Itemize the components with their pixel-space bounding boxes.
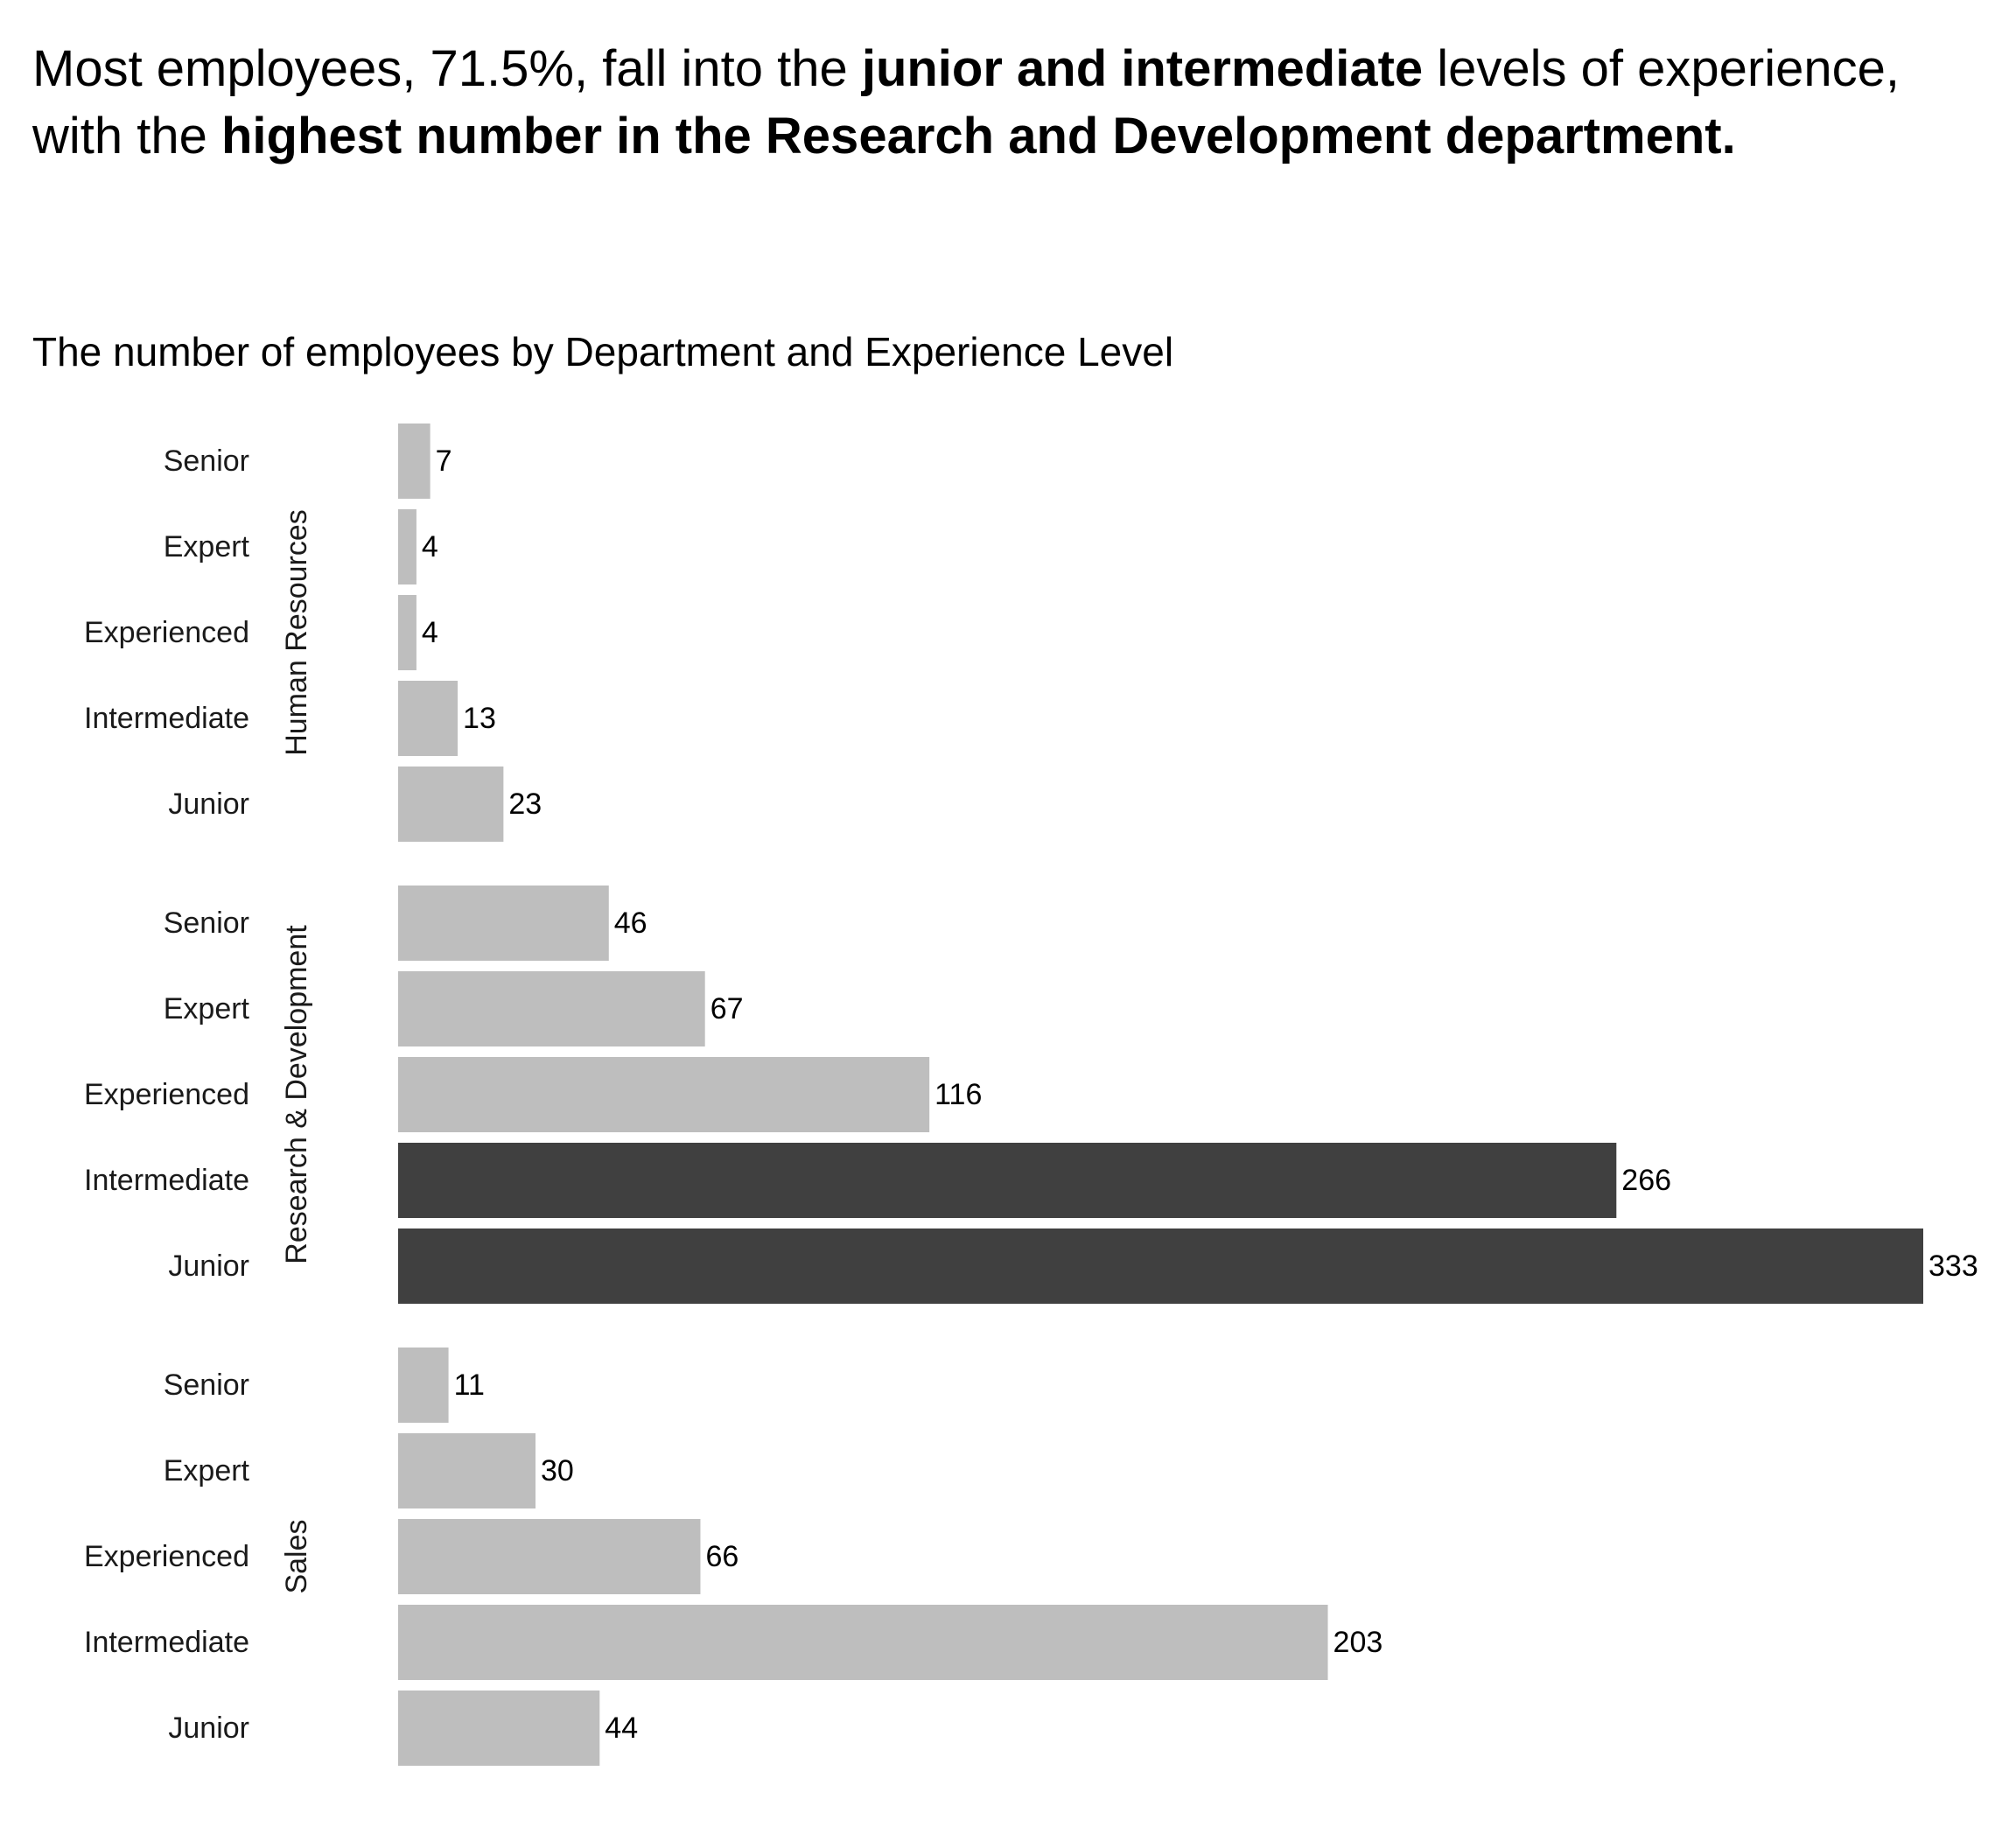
data-label: 7: [436, 444, 452, 478]
bar: [398, 1228, 1923, 1304]
data-label: 44: [605, 1712, 638, 1745]
category-tick-label: Intermediate: [84, 1626, 249, 1659]
category-tick-label: Junior: [168, 1712, 249, 1745]
category-tick-label: Senior: [164, 1368, 249, 1402]
bar: [398, 681, 458, 756]
headline-text-2: levels of experience, with the: [32, 40, 1900, 164]
bar: [398, 1348, 449, 1423]
headline-bold-1: junior and intermediate: [861, 40, 1424, 97]
data-label: 203: [1334, 1626, 1383, 1659]
department-label: Sales: [280, 1519, 313, 1593]
chart-headline: Most employees, 71.5%, fall into the jun…: [32, 35, 1975, 170]
bar: [398, 1519, 701, 1594]
category-tick-label: Experienced: [84, 1540, 249, 1573]
category-tick-label: Junior: [168, 1250, 249, 1283]
data-label: 30: [541, 1454, 574, 1488]
category-tick-label: Expert: [164, 530, 250, 564]
bar: [398, 766, 504, 842]
data-label: 4: [422, 530, 438, 564]
bar: [398, 1143, 1617, 1218]
category-tick-label: Intermediate: [84, 1164, 249, 1197]
department-label: Human Resources: [280, 509, 313, 756]
data-label: 46: [614, 906, 648, 940]
bar: [398, 595, 416, 670]
bar: [398, 1605, 1328, 1680]
bar: [398, 1690, 600, 1766]
data-label: 11: [454, 1368, 485, 1402]
category-tick-label: Senior: [164, 906, 249, 940]
category-tick-label: Experienced: [84, 616, 249, 649]
headline-bold-2: highest number in the Research and Devel…: [221, 108, 1736, 164]
category-tick-label: Intermediate: [84, 702, 249, 735]
headline-text-1: Most employees, 71.5%, fall into the: [32, 40, 862, 97]
category-tick-label: Experienced: [84, 1078, 249, 1111]
data-label: 13: [463, 702, 496, 735]
bar: [398, 424, 430, 499]
data-label: 67: [710, 992, 744, 1026]
bar: [398, 1057, 930, 1132]
data-label: 116: [934, 1078, 982, 1111]
bar: [398, 509, 416, 584]
bar: [398, 1433, 536, 1508]
bar: [398, 971, 705, 1046]
data-label: 4: [422, 616, 438, 649]
category-tick-label: Expert: [164, 1454, 250, 1488]
category-tick-label: Junior: [168, 788, 249, 821]
data-label: 66: [705, 1540, 738, 1573]
data-label: 333: [1928, 1250, 1978, 1283]
bar: [398, 886, 609, 961]
chart-title: The number of employees by Department an…: [32, 329, 1174, 374]
category-tick-label: Senior: [164, 444, 249, 478]
data-label: 23: [508, 788, 542, 821]
data-label: 266: [1621, 1164, 1671, 1197]
department-label: Research & Development: [280, 925, 313, 1264]
category-tick-label: Expert: [164, 992, 250, 1026]
